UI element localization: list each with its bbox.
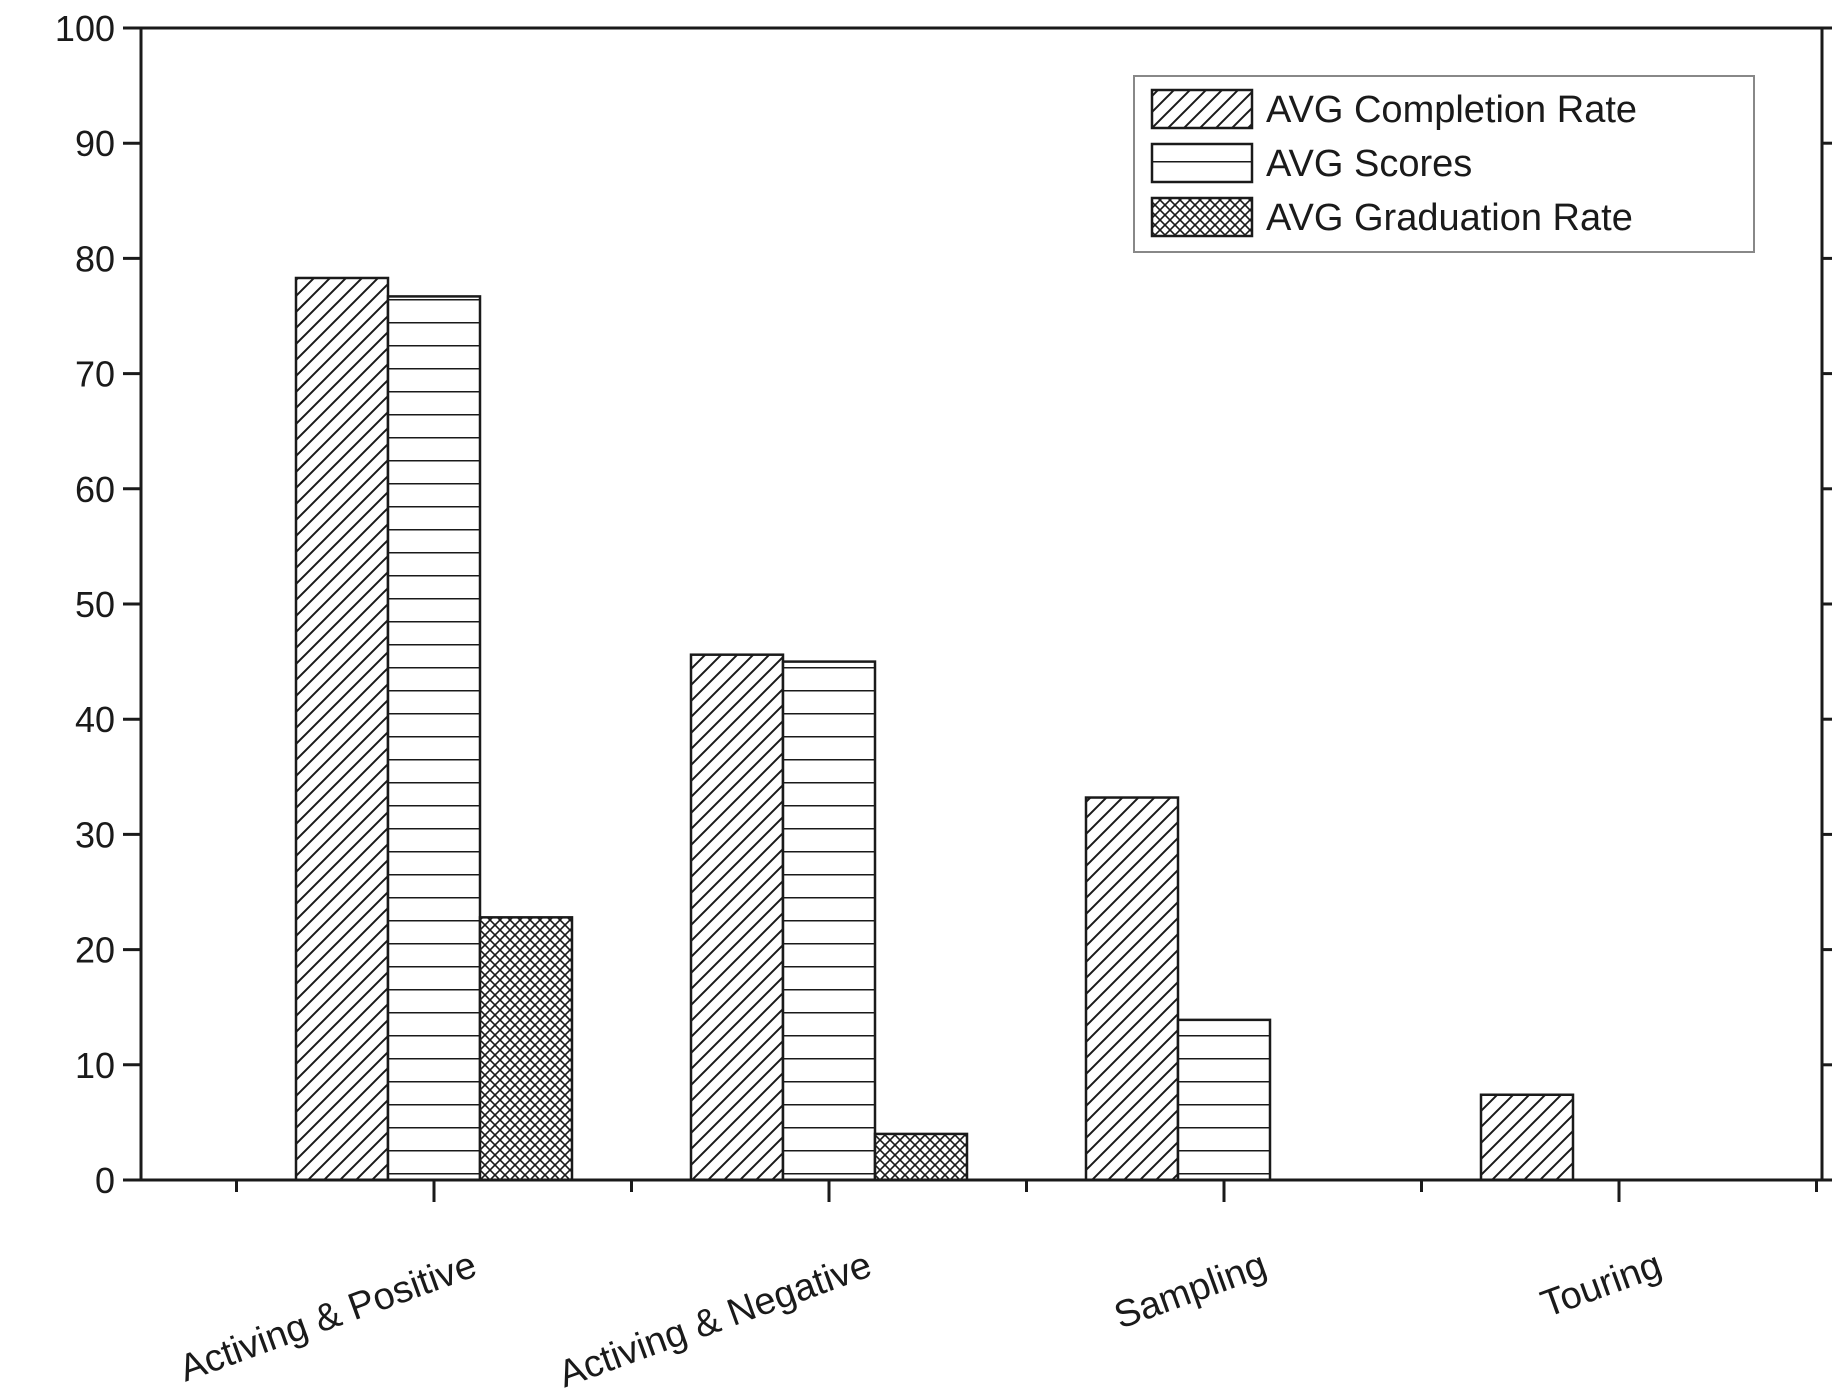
- bar-avg-completion-rate-activing-negative: [689, 653, 785, 1182]
- x-category-label: Activing & Negative: [553, 1244, 877, 1396]
- bar-avg-scores-activing-positive: [386, 295, 482, 1182]
- y-tick-label: 100: [55, 8, 115, 49]
- y-tick-label: 40: [75, 699, 115, 740]
- bar-avg-scores-sampling: [1176, 1018, 1272, 1182]
- y-tick-label: 60: [75, 469, 115, 510]
- bar-avg-completion-rate-touring: [1479, 1093, 1575, 1182]
- legend-swatch: [1150, 142, 1254, 184]
- x-category-label: Sampling: [1109, 1244, 1272, 1338]
- bar-avg-graduation-rate-activing-positive: [478, 916, 574, 1182]
- y-tick-label: 10: [75, 1045, 115, 1086]
- y-tick-label: 50: [75, 584, 115, 625]
- bars-group: [294, 276, 1575, 1182]
- legend: AVG Completion Rate AVG Scores AVG Graduat…: [1133, 75, 1755, 253]
- bar-avg-scores-activing-negative: [781, 660, 877, 1182]
- bar-avg-completion-rate-activing-positive: [294, 276, 390, 1182]
- y-tick-label: 0: [95, 1160, 115, 1201]
- y-tick-label: 20: [75, 930, 115, 971]
- x-category-label: Touring: [1536, 1244, 1667, 1326]
- x-category-label: Activing & Positive: [174, 1244, 482, 1390]
- legend-label: AVG Graduation Rate: [1266, 197, 1633, 239]
- y-tick-label: 70: [75, 354, 115, 395]
- legend-label: AVG Scores: [1266, 143, 1472, 185]
- y-tick-label: 80: [75, 238, 115, 279]
- bar-avg-completion-rate-sampling: [1084, 796, 1180, 1182]
- y-tick-label: 30: [75, 814, 115, 855]
- y-tick-label: 90: [75, 123, 115, 164]
- bar-avg-graduation-rate-activing-negative: [873, 1132, 969, 1182]
- legend-swatch: [1150, 196, 1254, 238]
- legend-label: AVG Completion Rate: [1266, 89, 1637, 131]
- legend-swatch: [1150, 88, 1254, 130]
